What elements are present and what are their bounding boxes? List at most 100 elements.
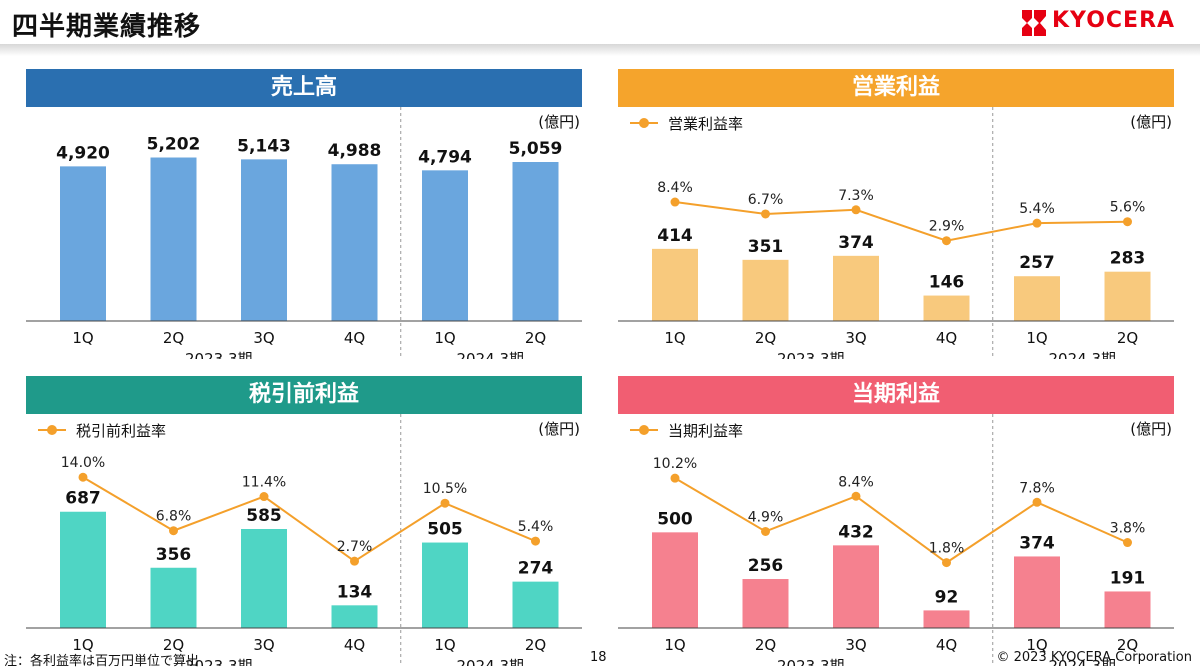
rate-point (851, 491, 861, 501)
panel-title: 当期利益 (618, 376, 1174, 414)
x-group-label: 2023.3期 (777, 350, 845, 359)
rate-label: 10.2% (653, 456, 697, 472)
bar (241, 159, 287, 321)
bar-value-label: 134 (337, 582, 373, 602)
x-tick-label: 2Q (755, 636, 776, 654)
panel-net-income: 当期利益 (億円) 当期利益率 500 256 432 92 374 191 10.2% 4.… (618, 376, 1174, 666)
rate-label: 1.8% (929, 541, 965, 557)
rate-point (670, 473, 680, 483)
chart-net-sales: 4,920 5,202 5,143 4,988 4,794 5,059 1Q 2Q 3Q 4Q 1Q… (26, 107, 582, 359)
rate-label: 7.3% (838, 188, 874, 204)
x-tick-label: 4Q (344, 636, 365, 654)
x-tick-label: 1Q (72, 329, 93, 347)
rate-point (1032, 218, 1042, 228)
rate-point (942, 558, 951, 568)
bar-value-label: 274 (518, 559, 554, 579)
x-group-label: 2023.3期 (777, 657, 845, 666)
bar (150, 157, 197, 321)
x-group-label: 2024.3期 (457, 350, 525, 359)
x-tick-label: 3Q (253, 636, 274, 654)
x-group-label: 2024.3期 (1049, 350, 1117, 359)
x-tick-label: 1Q (1026, 329, 1047, 347)
x-tick-label: 2Q (163, 329, 184, 347)
bar-value-label: 191 (1110, 568, 1146, 588)
bar-value-label: 4,920 (56, 143, 110, 163)
unit-label: (億円) (538, 420, 580, 438)
rate-point (78, 472, 88, 482)
rate-point (169, 526, 178, 536)
panel-pretax-profit: 税引前利益 (億円) 税引前利益率 687 356 585 134 505 274 14.0… (26, 376, 582, 666)
x-tick-label: 2Q (163, 636, 184, 654)
x-tick-label: 1Q (1026, 636, 1047, 654)
rate-point (350, 556, 359, 566)
bar (1104, 271, 1151, 321)
chart-operating-profit: 414 351 374 146 257 283 8.4% 6.7% 7.3% 2.9% 5.4% 5.… (618, 107, 1174, 359)
x-tick-label: 1Q (664, 636, 685, 654)
bar-value-label: 5,202 (147, 135, 201, 155)
rate-point (1123, 217, 1132, 227)
bar (331, 164, 378, 321)
x-tick-label: 3Q (845, 636, 866, 654)
page-number: 18 (590, 650, 607, 665)
unit-label: (億円) (538, 113, 580, 131)
kyocera-logo (1022, 10, 1046, 36)
bar (742, 259, 789, 321)
bar (1104, 591, 1151, 628)
rate-line (674, 201, 1128, 242)
bar (422, 170, 468, 321)
bar-value-label: 283 (1110, 249, 1146, 269)
bar-value-label: 4,988 (328, 141, 382, 161)
rate-label: 5.4% (518, 519, 554, 535)
rate-label: 2.9% (929, 219, 965, 235)
rate-label: 7.8% (1019, 480, 1055, 496)
bar-value-label: 432 (838, 522, 874, 542)
bar (331, 605, 378, 628)
bar (923, 295, 970, 321)
x-tick-label: 1Q (434, 329, 455, 347)
header: 四半期業績推移 KYOCERA (0, 0, 1200, 44)
unit-label: (億円) (1130, 113, 1172, 131)
x-tick-label: 2Q (1117, 636, 1138, 654)
x-group-label: 2023.3期 (185, 350, 253, 359)
legend-label: 当期利益率 (668, 422, 744, 440)
legend-dot-icon (639, 118, 649, 128)
rate-point (531, 536, 540, 546)
rate-point (1032, 497, 1042, 507)
bar-value-label: 687 (65, 489, 101, 509)
logo-mark-icon (1022, 10, 1046, 36)
footer-note: 注：各利益率は百万円単位で算出 (4, 654, 200, 669)
bar-value-label: 500 (657, 509, 693, 529)
rate-label: 2.7% (337, 539, 373, 555)
bar-value-label: 505 (427, 520, 463, 540)
bar (652, 532, 698, 628)
chart-pretax-profit: 687 356 585 134 505 274 14.0% 6.8% 11.4% 2.7% 10.5… (26, 414, 582, 666)
x-tick-label: 4Q (936, 329, 957, 347)
legend-label: 営業利益率 (668, 115, 744, 133)
bar (1014, 556, 1060, 628)
panel-net-sales: 売上高 (億円) 4,920 5,202 5,143 4,988 4,794 5,059 1… (26, 69, 582, 359)
rate-label: 3.8% (1110, 521, 1146, 537)
x-group-label: 2024.3期 (457, 657, 525, 666)
x-group-label: 2024.3期 (1049, 657, 1117, 666)
rate-point (942, 236, 951, 246)
panel-title: 税引前利益 (26, 376, 582, 414)
bar-value-label: 351 (748, 237, 784, 257)
bar (422, 542, 468, 628)
bar (742, 579, 789, 628)
bar-value-label: 4,794 (418, 147, 472, 167)
bar (60, 166, 106, 321)
x-group-label: 2023.3期 (185, 657, 253, 666)
legend-dot-icon (47, 425, 57, 435)
x-tick-label: 2Q (755, 329, 776, 347)
panel-title: 営業利益 (618, 69, 1174, 107)
x-tick-label: 1Q (664, 329, 685, 347)
rate-point (851, 205, 861, 215)
x-tick-label: 4Q (936, 636, 957, 654)
rate-point (1123, 538, 1132, 548)
rate-point (761, 209, 770, 219)
rate-label: 5.6% (1110, 200, 1146, 216)
rate-label: 14.0% (61, 455, 105, 471)
bar (652, 248, 698, 321)
rate-label: 4.9% (748, 509, 784, 525)
x-tick-label: 1Q (72, 636, 93, 654)
